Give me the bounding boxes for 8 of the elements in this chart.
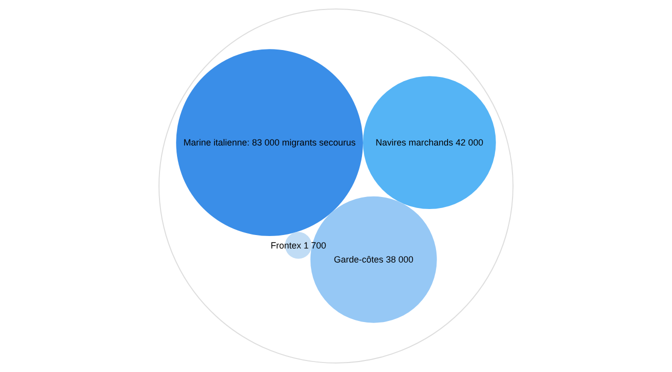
data-label: 38 000 bbox=[383, 254, 414, 265]
category-label: Garde-côtes bbox=[334, 254, 384, 265]
category-label: Marine italienne bbox=[183, 138, 248, 148]
category-label: Navires marchands bbox=[376, 138, 454, 148]
category-label: Frontex bbox=[270, 240, 302, 250]
data-label: 1 700 bbox=[301, 240, 326, 250]
data-label: 42 000 bbox=[453, 138, 484, 148]
data-label: : 83 000 migrants secourus bbox=[247, 138, 356, 148]
